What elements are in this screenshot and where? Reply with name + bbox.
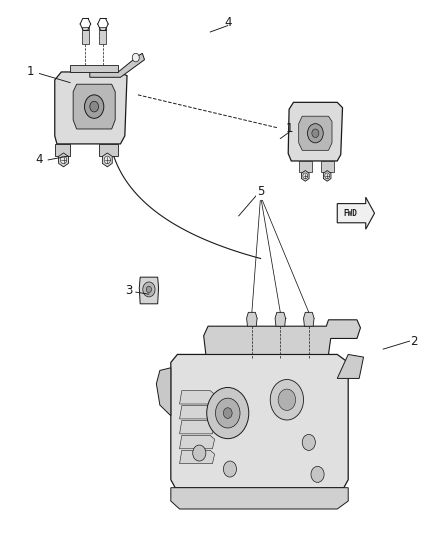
Text: FWD: FWD: [343, 209, 357, 217]
Polygon shape: [247, 312, 257, 326]
Circle shape: [312, 129, 319, 138]
Circle shape: [146, 286, 152, 293]
Polygon shape: [70, 65, 118, 72]
Circle shape: [132, 53, 139, 62]
Polygon shape: [337, 354, 364, 378]
Text: 1: 1: [27, 66, 35, 78]
Polygon shape: [304, 312, 314, 326]
Circle shape: [90, 101, 99, 112]
Polygon shape: [180, 421, 215, 434]
Polygon shape: [299, 116, 332, 150]
Polygon shape: [171, 488, 348, 509]
Circle shape: [207, 387, 249, 439]
Polygon shape: [59, 153, 68, 167]
Polygon shape: [180, 435, 215, 449]
Polygon shape: [139, 277, 159, 304]
Circle shape: [85, 95, 104, 118]
Polygon shape: [102, 153, 112, 167]
Circle shape: [215, 398, 240, 428]
Circle shape: [60, 156, 67, 164]
Polygon shape: [90, 53, 145, 77]
Polygon shape: [73, 84, 115, 129]
Polygon shape: [99, 27, 106, 44]
Text: 5: 5: [257, 185, 264, 198]
Polygon shape: [301, 171, 309, 181]
Polygon shape: [180, 391, 215, 404]
Circle shape: [223, 461, 237, 477]
Polygon shape: [275, 312, 286, 326]
Text: 4: 4: [224, 16, 232, 29]
Polygon shape: [323, 171, 331, 181]
Polygon shape: [180, 450, 215, 464]
Text: 4: 4: [35, 154, 43, 166]
Polygon shape: [337, 197, 374, 229]
Polygon shape: [156, 368, 171, 416]
Text: 1: 1: [285, 123, 293, 135]
Polygon shape: [171, 354, 348, 488]
Polygon shape: [299, 161, 312, 172]
Text: 5: 5: [257, 185, 264, 198]
Circle shape: [303, 173, 307, 179]
Circle shape: [307, 124, 323, 143]
Circle shape: [104, 156, 110, 164]
Polygon shape: [204, 320, 360, 354]
Polygon shape: [180, 406, 215, 419]
Polygon shape: [55, 144, 70, 156]
Polygon shape: [288, 102, 343, 161]
Text: 3: 3: [126, 284, 133, 297]
Circle shape: [311, 466, 324, 482]
Text: 2: 2: [410, 335, 418, 348]
Circle shape: [302, 434, 315, 450]
Polygon shape: [321, 161, 334, 172]
Polygon shape: [82, 27, 89, 44]
Circle shape: [223, 408, 232, 418]
Circle shape: [143, 282, 155, 297]
Polygon shape: [99, 144, 118, 156]
Circle shape: [278, 389, 296, 410]
Polygon shape: [55, 72, 127, 144]
Circle shape: [270, 379, 304, 420]
Circle shape: [193, 445, 206, 461]
Circle shape: [325, 173, 329, 179]
